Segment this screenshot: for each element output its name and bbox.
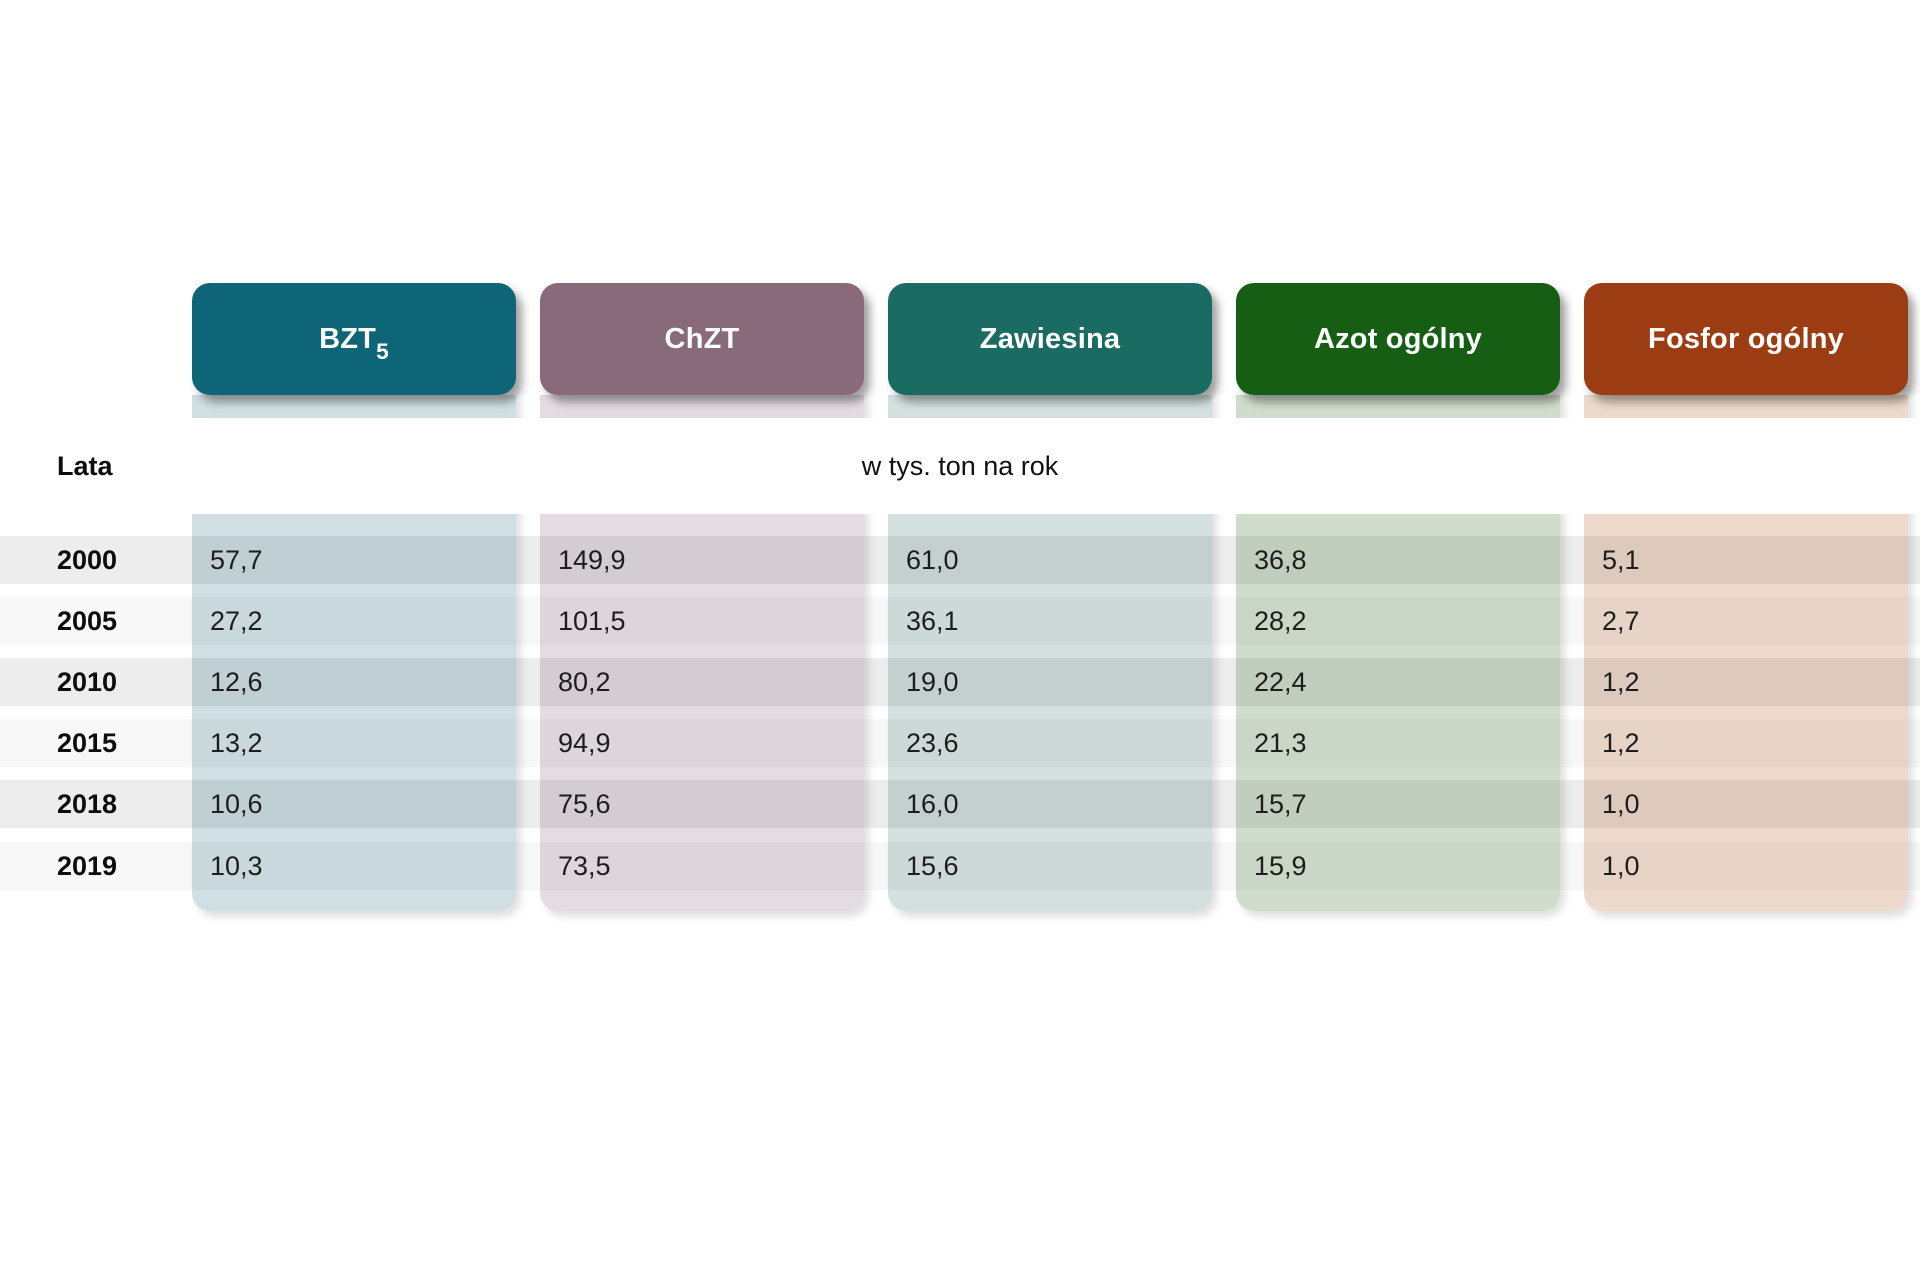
column-header-label: Fosfor ogólny — [1648, 322, 1844, 355]
table-cell: 75,6 — [558, 788, 611, 819]
table-cell: 36,8 — [1254, 544, 1307, 575]
table-cell: 13,2 — [210, 727, 263, 758]
unit-band: w tys. ton na rok Lata — [0, 418, 1920, 514]
year-label: 2005 — [57, 605, 118, 636]
row-axis-label: Lata — [57, 450, 113, 481]
table-cell: 15,7 — [1254, 788, 1307, 819]
column-header-label: Zawiesina — [979, 322, 1121, 355]
row-band — [0, 658, 1920, 706]
table-cell: 19,0 — [906, 666, 959, 697]
table-cell: 1,0 — [1602, 788, 1640, 819]
table-cell: 10,3 — [210, 850, 263, 881]
year-label: 2019 — [57, 850, 118, 881]
table-cell: 5,1 — [1602, 544, 1640, 575]
subscript: 5 — [376, 339, 389, 365]
column-header-label: ChZT — [664, 322, 740, 355]
table-cell: 73,5 — [558, 850, 611, 881]
year-label: 2015 — [57, 727, 118, 758]
year-label: 2010 — [57, 666, 118, 697]
table-cell: 2,7 — [1602, 605, 1640, 636]
year-label: 2000 — [57, 544, 118, 575]
column-header-fosfor[interactable]: Fosfor ogólny — [1584, 283, 1908, 395]
table-cell: 101,5 — [558, 605, 626, 636]
table-cell: 15,6 — [906, 850, 959, 881]
column-header-zawiesina[interactable]: Zawiesina — [888, 283, 1212, 395]
table-cell: 1,0 — [1602, 850, 1640, 881]
column-header-bzt5[interactable]: BZT5 — [192, 283, 516, 395]
column-header-label: Azot ogólny — [1313, 322, 1483, 355]
row-band — [0, 536, 1920, 584]
table-cell: 23,6 — [906, 727, 959, 758]
table-cell: 15,9 — [1254, 850, 1307, 881]
table-cell: 1,2 — [1602, 727, 1640, 758]
table-cell: 27,2 — [210, 605, 263, 636]
year-label: 2018 — [57, 788, 118, 819]
column-header-azot[interactable]: Azot ogólny — [1236, 283, 1560, 395]
unit-label: w tys. ton na rok — [861, 450, 1059, 481]
table-cell: 80,2 — [558, 666, 611, 697]
table-cell: 1,2 — [1602, 666, 1640, 697]
column-header-chzt[interactable]: ChZT — [540, 283, 864, 395]
row-band — [0, 780, 1920, 828]
table-cell: 28,2 — [1254, 605, 1307, 636]
table-cell: 94,9 — [558, 727, 611, 758]
table-cell: 10,6 — [210, 788, 263, 819]
table-cell: 36,1 — [906, 605, 959, 636]
table-cell: 12,6 — [210, 666, 263, 697]
table-cell: 22,4 — [1254, 666, 1307, 697]
table-cell: 57,7 — [210, 544, 263, 575]
table-cell: 16,0 — [906, 788, 959, 819]
table-cell: 61,0 — [906, 544, 959, 575]
column-header-label: BZT5 — [319, 322, 389, 365]
table-cell: 21,3 — [1254, 727, 1307, 758]
table-cell: 149,9 — [558, 544, 626, 575]
